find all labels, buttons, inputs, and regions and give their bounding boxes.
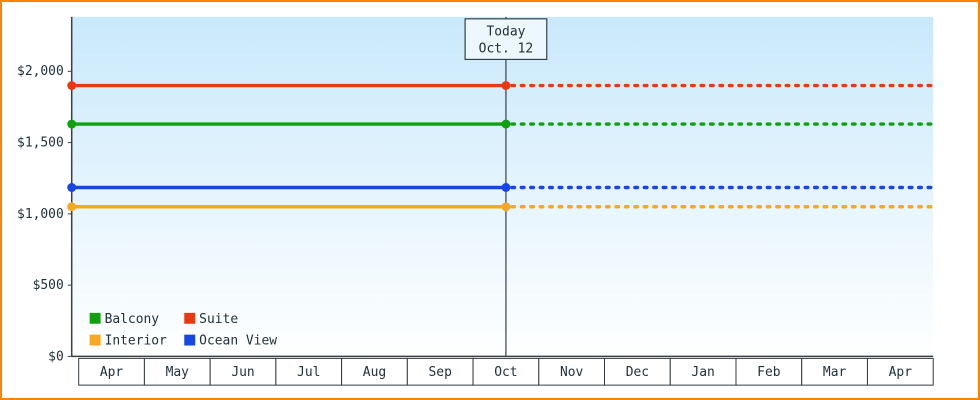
x-axis-cell [341,357,408,386]
x-axis-label: Oct [494,365,517,380]
series-today-marker-suite [501,81,511,91]
x-axis-cell [472,357,540,386]
series-today-marker-balcony [501,119,511,129]
x-axis-label: Feb [757,365,780,380]
y-axis-label: $0 [48,349,64,364]
x-axis-cell [669,357,737,386]
x-axis-cell [275,357,343,386]
x-axis-cell [866,357,934,386]
legend-label-ocean-view: Ocean View [199,334,277,349]
x-axis-label: Jul [297,365,320,380]
legend-swatch-suite [184,312,196,324]
x-axis-label: Apr [100,365,124,380]
y-axis-label: $2,000 [17,64,64,79]
series-start-marker-interior [67,202,77,212]
x-axis-label: Jun [231,365,254,380]
series-start-marker-ocean-view [67,183,77,192]
x-axis-label: Jan [691,365,714,380]
x-axis-cell [406,357,474,386]
x-axis-cell [735,357,803,386]
x-axis-label: Nov [560,365,584,380]
x-axis-cell [143,357,211,386]
series-today-marker-interior [501,202,511,212]
x-axis-label: May [166,365,190,380]
x-axis-cell [604,357,671,386]
series-start-marker-suite [67,81,77,91]
legend-label-balcony: Balcony [105,312,160,327]
x-axis-label: Sep [429,365,452,380]
legend-swatch-ocean-view [184,334,196,346]
legend-swatch-balcony [89,312,101,324]
y-axis-label: $500 [33,278,64,293]
legend-label-interior: Interior [105,334,168,349]
legend-label-suite: Suite [199,312,238,327]
x-axis-label: Apr [889,365,913,380]
x-axis-label: Aug [363,365,386,380]
x-axis-label: Dec [626,365,649,380]
legend-swatch-interior [89,334,101,346]
y-axis-label: $1,500 [17,136,64,151]
today-label-line1: Today [486,25,525,40]
today-label-box [464,18,548,61]
today-label-line2: Oct. 12 [479,42,533,57]
x-axis-cell [209,357,277,386]
x-axis-cell [538,357,606,386]
y-axis-label: $1,000 [17,207,64,222]
series-today-marker-ocean-view [501,183,511,192]
x-axis-label: Mar [823,365,847,380]
series-start-marker-balcony [67,119,77,129]
